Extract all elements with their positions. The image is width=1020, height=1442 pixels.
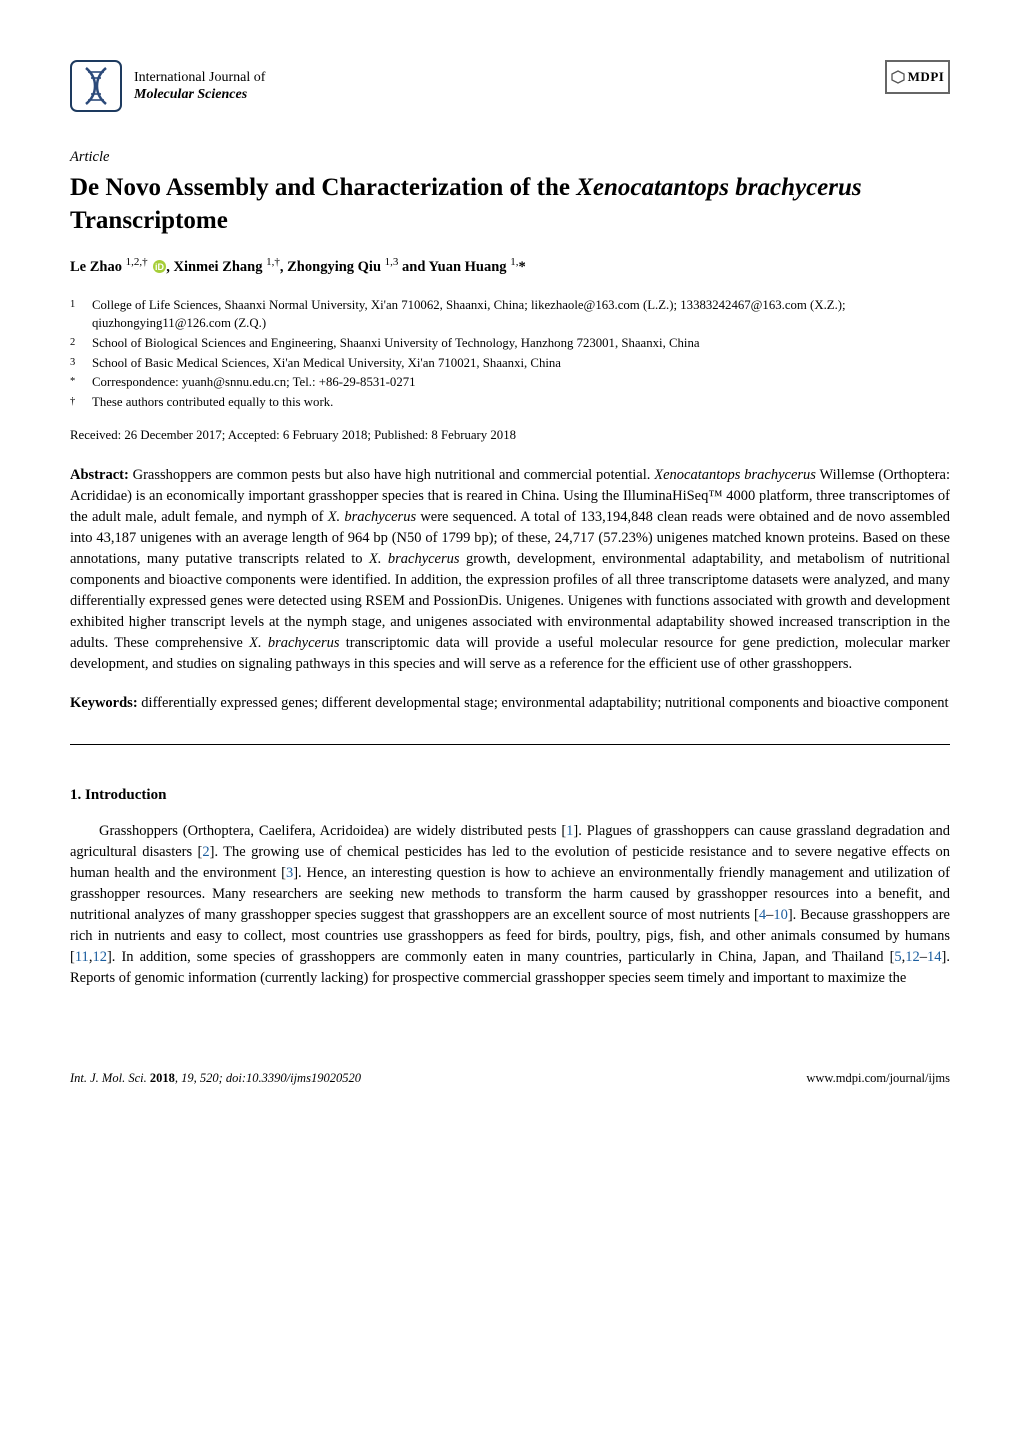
abstract-block: Abstract: Grasshoppers are common pests … [70, 465, 950, 675]
section-1-heading: 1. Introduction [70, 785, 950, 807]
affiliation-row: 3 School of Basic Medical Sciences, Xi'a… [70, 354, 950, 373]
title-species: Xenocatantops brachycerus [576, 174, 861, 201]
keywords-block: Keywords: differentially expressed genes… [70, 693, 950, 714]
affil-num: 1 [70, 296, 92, 333]
affiliation-row: 2 School of Biological Sciences and Engi… [70, 334, 950, 353]
footer-left: Int. J. Mol. Sci. 2018, 19, 520; doi:10.… [70, 1069, 361, 1087]
svg-text:iD: iD [155, 262, 165, 272]
authors-text: Le Zhao 1,2,† iD, Xinmei Zhang 1,†, Zhon… [70, 259, 526, 275]
affil-num: 3 [70, 354, 92, 373]
title-pre: De Novo Assembly and Characterization of… [70, 174, 576, 201]
keywords-label: Keywords: [70, 695, 138, 711]
page-footer: Int. J. Mol. Sci. 2018, 19, 520; doi:10.… [70, 1069, 950, 1087]
abstract-label: Abstract: [70, 467, 129, 483]
keywords-divider [70, 744, 950, 745]
footer-right: www.mdpi.com/journal/ijms [806, 1069, 950, 1087]
journal-block: International Journal of Molecular Scien… [70, 60, 265, 112]
abstract-text: Grasshoppers are common pests but also h… [70, 467, 950, 672]
journal-dna-logo-icon [70, 60, 122, 112]
affil-text: School of Basic Medical Sciences, Xi'an … [92, 354, 950, 373]
affiliations-block: 1 College of Life Sciences, Shaanxi Norm… [70, 296, 950, 411]
publisher-logo-text: MDPI [908, 68, 945, 87]
affiliation-row: * Correspondence: yuanh@snnu.edu.cn; Tel… [70, 373, 950, 392]
footer-volume-doi: , 19, 520; doi:10.3390/ijms19020520 [175, 1071, 361, 1085]
footer-year: 2018 [150, 1071, 175, 1085]
affil-num: * [70, 373, 92, 392]
mdpi-hex-icon [891, 70, 905, 84]
affil-num: † [70, 393, 92, 412]
article-type: Article [70, 147, 950, 168]
affil-text: College of Life Sciences, Shaanxi Normal… [92, 296, 950, 333]
affil-num: 2 [70, 334, 92, 353]
affil-text: Correspondence: yuanh@snnu.edu.cn; Tel.:… [92, 373, 950, 392]
keywords-text: differentially expressed genes; differen… [138, 695, 949, 711]
affiliation-row: † These authors contributed equally to t… [70, 393, 950, 412]
footer-journal-url[interactable]: www.mdpi.com/journal/ijms [806, 1071, 950, 1085]
affil-text: These authors contributed equally to thi… [92, 393, 950, 412]
journal-name-line2: Molecular Sciences [134, 86, 265, 104]
section-1-paragraph: Grasshoppers (Orthoptera, Caelifera, Acr… [70, 821, 950, 989]
article-title: De Novo Assembly and Characterization of… [70, 172, 950, 237]
journal-name-line1: International Journal of [134, 69, 265, 87]
affiliation-row: 1 College of Life Sciences, Shaanxi Norm… [70, 296, 950, 333]
publisher-logo: MDPI [885, 60, 950, 94]
authors-line: Le Zhao 1,2,† iD, Xinmei Zhang 1,†, Zhon… [70, 255, 950, 278]
journal-name: International Journal of Molecular Scien… [134, 69, 265, 104]
affil-text: School of Biological Sciences and Engine… [92, 334, 950, 353]
orcid-icon: iD [153, 259, 166, 272]
title-post: Transcriptome [70, 207, 228, 234]
header-row: International Journal of Molecular Scien… [70, 60, 950, 112]
publication-dates: Received: 26 December 2017; Accepted: 6 … [70, 426, 950, 445]
footer-journal-abbrev: Int. J. Mol. Sci. [70, 1071, 150, 1085]
